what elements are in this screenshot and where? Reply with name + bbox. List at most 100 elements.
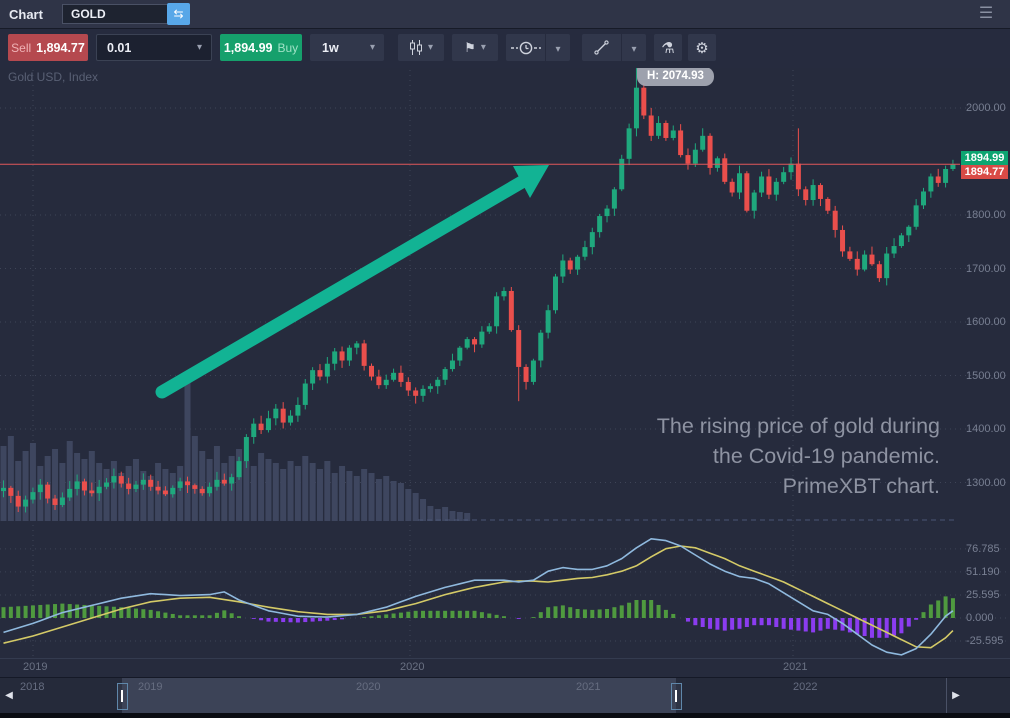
candle-body [221, 479, 227, 484]
volume-bar [390, 481, 397, 521]
timeline-year-label: 2020 [356, 681, 381, 693]
trend-arrow [155, 172, 534, 399]
timezone-dropdown[interactable]: ▾ [546, 39, 570, 57]
candle-body [405, 381, 411, 391]
timeline-year-label: 2018 [20, 681, 45, 693]
oscillator-histogram-bar [487, 613, 492, 618]
candle-body [597, 216, 603, 233]
indicators-dropdown[interactable]: ⚑ ▾ [452, 34, 498, 61]
scrubber-selection-window[interactable] [122, 678, 676, 713]
candle-body [148, 479, 154, 487]
candle-body [302, 383, 308, 405]
buy-button[interactable]: 1,894.99 Buy [220, 34, 302, 61]
sell-button[interactable]: Sell 1,894.77 [8, 34, 88, 61]
menu-button[interactable]: ☰ [972, 4, 1000, 24]
candle-body [126, 483, 132, 489]
settings-button[interactable]: ⚙ [688, 34, 716, 61]
oscillator-histogram-bar [789, 618, 794, 630]
volume-bar [346, 471, 353, 521]
oscillator-histogram-bar [649, 600, 654, 618]
timeframe-dropdown[interactable]: 1w ▾ [310, 34, 384, 61]
scrubber-left-handle[interactable] [117, 683, 128, 710]
candle-body [45, 484, 51, 499]
candle-body [391, 372, 397, 380]
oscillator-histogram-bar [310, 618, 315, 622]
quantity-dropdown[interactable]: 0.01 ▾ [96, 34, 212, 61]
oscillator-histogram-bar [325, 618, 330, 621]
candle-body [722, 158, 728, 182]
oscillator-histogram-bar [575, 609, 580, 618]
volume-bar [316, 469, 323, 521]
analysis-flask-button[interactable]: ⚗ [654, 34, 682, 61]
trend-line-tool-button[interactable] [582, 40, 621, 55]
volume-bar [302, 456, 309, 521]
volume-bar [191, 436, 198, 521]
instrument-label: Gold USD, Index [8, 70, 99, 84]
timeline-year-label: 2022 [793, 681, 818, 693]
indicator-flag-icon: ⚑ [464, 39, 476, 55]
candle-body [729, 181, 735, 193]
candle-body [52, 498, 58, 505]
candle-body [803, 189, 809, 201]
oscillator-histogram-bar [766, 618, 771, 626]
candle-body [626, 128, 632, 159]
oscillator-histogram-bar [362, 617, 367, 618]
candle-body [832, 210, 838, 230]
candle-body [111, 476, 117, 483]
oscillator-histogram-bar [479, 612, 484, 618]
oscillator-histogram-bar [546, 607, 551, 618]
volume-bar [52, 449, 59, 521]
oscillator-histogram-bar [156, 611, 161, 618]
candle-body [950, 164, 956, 169]
candle-body [604, 208, 610, 217]
oscillator-histogram-bar [833, 618, 838, 630]
flask-icon: ⚗ [661, 39, 675, 57]
candle-body [258, 423, 264, 431]
annotation-line: the Covid-19 pandemic. [712, 444, 940, 468]
volume-bar [265, 459, 272, 521]
candle-body [15, 495, 21, 507]
oscillator-histogram-bar [317, 618, 322, 622]
volume-bar [375, 479, 382, 521]
oscillator-histogram-bar [811, 618, 816, 633]
compare-symbols-button[interactable]: ⇆ [167, 3, 190, 25]
oscillator-histogram-bar [104, 606, 109, 618]
candle-body [884, 253, 890, 279]
y-axis-label: 1500.00 [966, 369, 1006, 382]
chart-type-dropdown[interactable]: ▾ [398, 34, 444, 61]
candle-body [413, 390, 419, 396]
oscillator-histogram-bar [914, 618, 919, 620]
oscillator-histogram-bar [685, 618, 690, 622]
candle-body [339, 351, 345, 361]
oscillator-histogram-bar [663, 609, 668, 618]
scrubber-right-handle[interactable] [671, 683, 682, 710]
volume-bar [287, 461, 294, 521]
hamburger-menu-icon: ☰ [978, 5, 994, 22]
candle-body [781, 172, 787, 182]
oscillator-histogram-bar [906, 618, 911, 627]
candle-body [346, 347, 352, 361]
timezone-clock-button[interactable] [506, 41, 545, 55]
candle-body [369, 365, 374, 377]
oscillator-histogram-bar [75, 604, 80, 618]
symbol-input[interactable] [62, 4, 168, 24]
volume-bar [420, 499, 427, 521]
oscillator-histogram-bar [612, 607, 617, 618]
candle-body [663, 122, 669, 138]
drawing-tools-dropdown[interactable]: ▾ [622, 39, 646, 57]
oscillator-histogram-bar [605, 609, 610, 618]
scroll-right-button[interactable]: ▶ [949, 687, 963, 705]
buy-label: Buy [277, 40, 299, 55]
candle-body [457, 347, 463, 361]
oscillator-histogram-bar [16, 606, 21, 618]
scroll-left-button[interactable]: ◀ [2, 687, 16, 705]
candle-body [185, 481, 190, 486]
trend-arrow-head [513, 165, 549, 198]
oscillator-histogram-bar [803, 618, 808, 632]
chevron-down-icon: ▾ [196, 42, 202, 53]
candle-body [678, 130, 684, 156]
oscillator-histogram-bar [428, 610, 433, 618]
handle-grip [675, 690, 677, 702]
candle-body [67, 488, 73, 498]
